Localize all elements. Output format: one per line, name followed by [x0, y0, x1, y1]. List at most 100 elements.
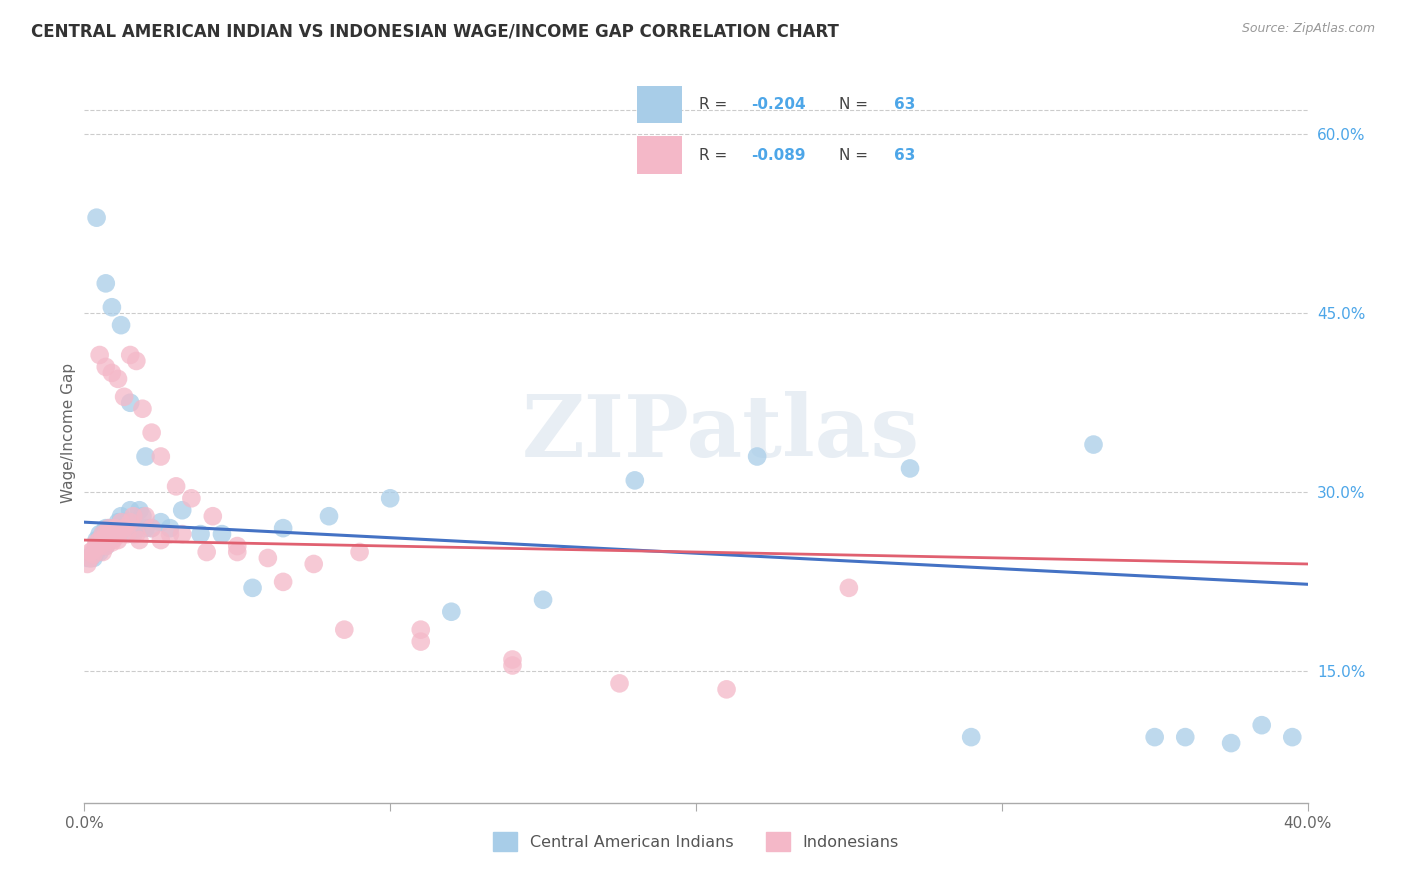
Point	[86, 533, 108, 547]
Point	[76, 551, 98, 566]
Point	[115, 527, 138, 541]
Point	[180, 491, 202, 506]
Point	[110, 515, 132, 529]
Point	[135, 509, 157, 524]
Point	[141, 425, 163, 440]
Point	[79, 551, 101, 566]
Point	[960, 730, 983, 744]
Point	[120, 515, 142, 529]
Point	[211, 527, 233, 541]
Point	[104, 527, 127, 541]
Point	[94, 359, 117, 374]
Point	[101, 533, 124, 547]
Point	[242, 581, 264, 595]
Point	[1143, 730, 1166, 744]
Point	[531, 592, 554, 607]
Point	[1220, 736, 1243, 750]
Point	[94, 539, 117, 553]
Point	[97, 521, 120, 535]
Point	[141, 521, 163, 535]
Point	[83, 545, 105, 559]
Point	[128, 533, 150, 547]
Point	[107, 533, 129, 547]
Point	[120, 348, 142, 362]
Point	[104, 521, 127, 535]
Point	[716, 682, 738, 697]
Point	[94, 521, 117, 535]
Point	[101, 521, 124, 535]
Point	[110, 318, 132, 333]
Point	[79, 551, 101, 566]
Point	[349, 545, 371, 559]
Point	[131, 401, 153, 416]
Point	[86, 545, 108, 559]
Point	[101, 524, 124, 538]
Point	[112, 521, 135, 535]
Point	[624, 474, 647, 488]
Point	[112, 515, 135, 529]
Point	[83, 542, 105, 557]
Point	[91, 527, 114, 541]
Point	[112, 390, 135, 404]
Point	[89, 348, 111, 362]
Point	[94, 527, 117, 541]
Point	[97, 527, 120, 541]
Point	[91, 545, 114, 559]
Point	[107, 527, 129, 541]
Point	[172, 503, 194, 517]
Text: Source: ZipAtlas.com: Source: ZipAtlas.com	[1241, 22, 1375, 36]
Y-axis label: Wage/Income Gap: Wage/Income Gap	[60, 362, 76, 503]
Point	[104, 531, 127, 545]
Point	[1281, 730, 1303, 744]
Point	[86, 539, 108, 553]
Point	[101, 300, 124, 314]
Point	[318, 509, 340, 524]
Point	[83, 548, 105, 562]
Point	[89, 527, 111, 541]
Point	[79, 551, 101, 566]
Point	[409, 623, 432, 637]
Point	[107, 515, 129, 529]
Point	[97, 521, 120, 535]
Point	[1250, 718, 1272, 732]
Point	[502, 658, 524, 673]
Point	[333, 623, 356, 637]
Point	[135, 450, 157, 464]
Point	[125, 354, 148, 368]
Point	[128, 503, 150, 517]
Point	[110, 524, 132, 538]
Point	[409, 634, 432, 648]
Point	[125, 521, 148, 535]
Point	[838, 581, 860, 595]
Point	[97, 533, 120, 547]
Point	[195, 545, 218, 559]
Point	[76, 557, 98, 571]
Point	[165, 479, 187, 493]
Point	[125, 527, 148, 541]
Point	[159, 527, 181, 541]
Point	[1083, 437, 1105, 451]
Point	[159, 521, 181, 535]
Point	[97, 527, 120, 541]
Point	[107, 527, 129, 541]
Point	[190, 527, 212, 541]
Point	[110, 515, 132, 529]
Point	[83, 551, 105, 566]
Point	[502, 652, 524, 666]
Point	[79, 545, 101, 559]
Point	[226, 539, 249, 553]
Point	[149, 533, 172, 547]
Point	[91, 539, 114, 553]
Point	[86, 535, 108, 549]
Point	[91, 533, 114, 547]
Point	[271, 521, 294, 535]
Point	[122, 509, 145, 524]
Point	[172, 527, 194, 541]
Point	[91, 533, 114, 547]
Point	[89, 533, 111, 547]
Text: ZIPatlas: ZIPatlas	[522, 391, 920, 475]
Point	[110, 509, 132, 524]
Point	[135, 521, 157, 535]
Point	[120, 503, 142, 517]
Point	[271, 574, 294, 589]
